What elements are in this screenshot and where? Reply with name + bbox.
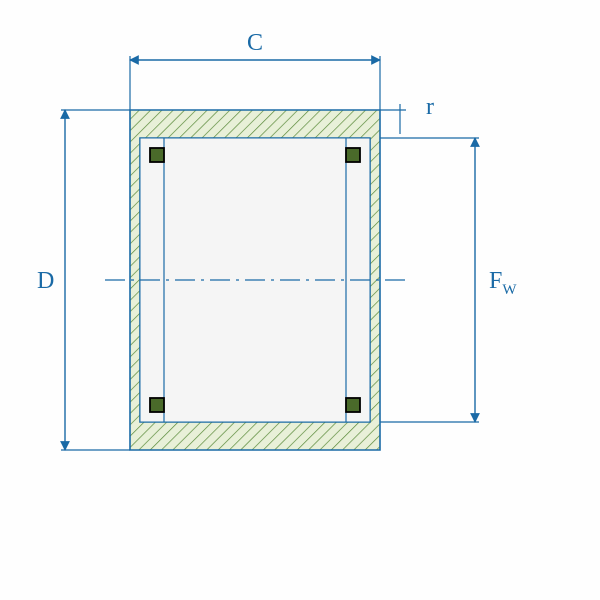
- dim-C-label: C: [247, 30, 263, 56]
- seal-corner: [346, 148, 360, 162]
- dim-Fw-label: FW: [489, 268, 517, 298]
- seal-corner: [150, 398, 164, 412]
- seal-corner: [150, 148, 164, 162]
- dim-D-label: D: [37, 268, 54, 294]
- seal-corner: [346, 398, 360, 412]
- dim-r-label: r: [426, 94, 434, 120]
